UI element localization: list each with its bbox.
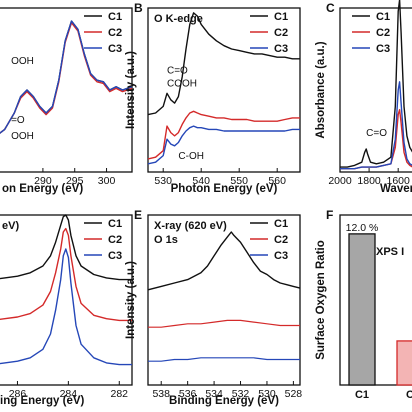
panel-letter: E: [134, 208, 142, 222]
x-axis-label: on Energy (eV): [2, 183, 83, 195]
bar-value-label: 12.0 %: [346, 222, 379, 234]
bar-c: [396, 340, 412, 386]
series-line-c3: [340, 81, 412, 170]
series-line-c1: [340, 0, 412, 168]
panel-title: O K-edge: [154, 13, 203, 25]
legend-label-c1: C1: [274, 218, 288, 230]
series-line-c1: [147, 12, 300, 116]
x-tick-label: C1: [355, 389, 369, 401]
legend-label-c1: C1: [274, 11, 288, 23]
panel-B: B 530 540 550 560 C=O COOH C-OH C1 C2 C3 O K-edge Ph…: [125, 1, 301, 195]
x-tick-label: 1800: [357, 175, 381, 187]
annotation: C-OH: [178, 151, 204, 162]
legend-label-c3: C3: [108, 43, 122, 55]
legend-label-c3: C3: [274, 250, 288, 262]
panel-title: XPS I: [376, 246, 404, 258]
plot-frame: [339, 7, 412, 173]
series-line-c1: [0, 214, 132, 281]
panel-E: E 538 536 534 532 530 528 C1 C2 C3 X-ray (620 eV) O…: [125, 208, 302, 407]
x-tick-label: 286: [9, 388, 27, 400]
series-line-c1: [147, 231, 301, 291]
legend-label-c1: C1: [108, 11, 122, 23]
legend-label-c1: C1: [108, 218, 122, 230]
annotation: C=O: [167, 66, 188, 77]
legend-label-c2: C2: [376, 27, 390, 39]
series-line-c2: [147, 110, 300, 160]
legend-label-c3: C3: [274, 43, 288, 55]
x-axis-label: Wavenun: [380, 183, 412, 195]
panel-D: 286 284 282 C1 C2 C3 eV) ing Energy (eV): [0, 214, 133, 407]
panel-letter: C: [326, 1, 335, 15]
x-axis-label: Photon Energy (eV): [171, 183, 278, 195]
legend-label-c1: C1: [376, 11, 390, 23]
x-tick-label: 530: [258, 388, 276, 400]
x-axis-label: Binding Energy (eV): [169, 395, 279, 407]
x-tick-label: 550: [230, 175, 248, 187]
x-tick-label: 532: [232, 388, 250, 400]
annotation: =O: [11, 115, 25, 126]
x-tick-label: 540: [192, 175, 210, 187]
x-tick-label: 282: [111, 388, 129, 400]
x-tick-label: 1600: [387, 175, 411, 187]
x-tick-label: 534: [205, 388, 223, 400]
x-tick-label: 295: [66, 175, 84, 187]
legend-label-c2: C2: [108, 27, 122, 39]
panel-subtitle: O 1s: [154, 234, 178, 246]
series-line-c3: [147, 125, 300, 165]
plot-frame: [0, 7, 133, 173]
series-line-c3: [0, 248, 132, 366]
series-line-c2: [340, 109, 412, 170]
panel-A: 290 295 300 OOH =O OOH C1 C2 C3 on Energy (eV): [0, 7, 133, 195]
y-axis-label: Absorbance (a.u.): [315, 41, 327, 138]
series-line-c3: [148, 357, 300, 362]
panel-letter: F: [326, 208, 333, 222]
y-axis-label: Intensity (a.u.): [125, 261, 137, 339]
panel-title-fragment: eV): [2, 220, 19, 232]
x-tick-label: 528: [285, 388, 303, 400]
y-axis-label: Surface Oxygen Ratio: [315, 240, 327, 360]
x-tick-label: 284: [60, 388, 78, 400]
panel-title: X-ray (620 eV): [154, 220, 227, 232]
annotation: OOH: [11, 131, 34, 142]
bar-c1: [348, 233, 376, 386]
x-tick-label: 2000: [328, 175, 352, 187]
annotation: OOH: [11, 56, 34, 67]
x-tick-label: 530: [154, 175, 172, 187]
series-line-c2: [0, 227, 132, 322]
series-line-c2: [148, 319, 300, 328]
x-tick-label: C: [406, 389, 412, 401]
legend-label-c2: C2: [108, 234, 122, 246]
x-tick-label: 290: [34, 175, 52, 187]
panel-letter: B: [134, 1, 143, 15]
x-tick-label: 536: [179, 388, 197, 400]
plot-frame: [0, 214, 133, 386]
annotation: C=O: [366, 128, 387, 139]
y-axis-label: Intensity (a.u.): [125, 51, 137, 129]
legend-label-c3: C3: [376, 43, 390, 55]
legend-label-c3: C3: [108, 250, 122, 262]
panel-C: C 2000 1800 1600 C=O C1 C2 C3 Wavenun Absorbance …: [315, 0, 412, 195]
plot-frame: [147, 214, 301, 386]
plot-frame: [339, 214, 412, 386]
annotation: COOH: [167, 79, 197, 90]
legend-label-c2: C2: [274, 234, 288, 246]
x-tick-label: 300: [98, 175, 116, 187]
x-tick-label: 538: [152, 388, 170, 400]
legend-label-c2: C2: [274, 27, 288, 39]
x-tick-label: 560: [268, 175, 286, 187]
series-line-c3: [0, 20, 133, 134]
plot-frame: [147, 7, 301, 173]
x-axis-label: ing Energy (eV): [0, 395, 85, 407]
